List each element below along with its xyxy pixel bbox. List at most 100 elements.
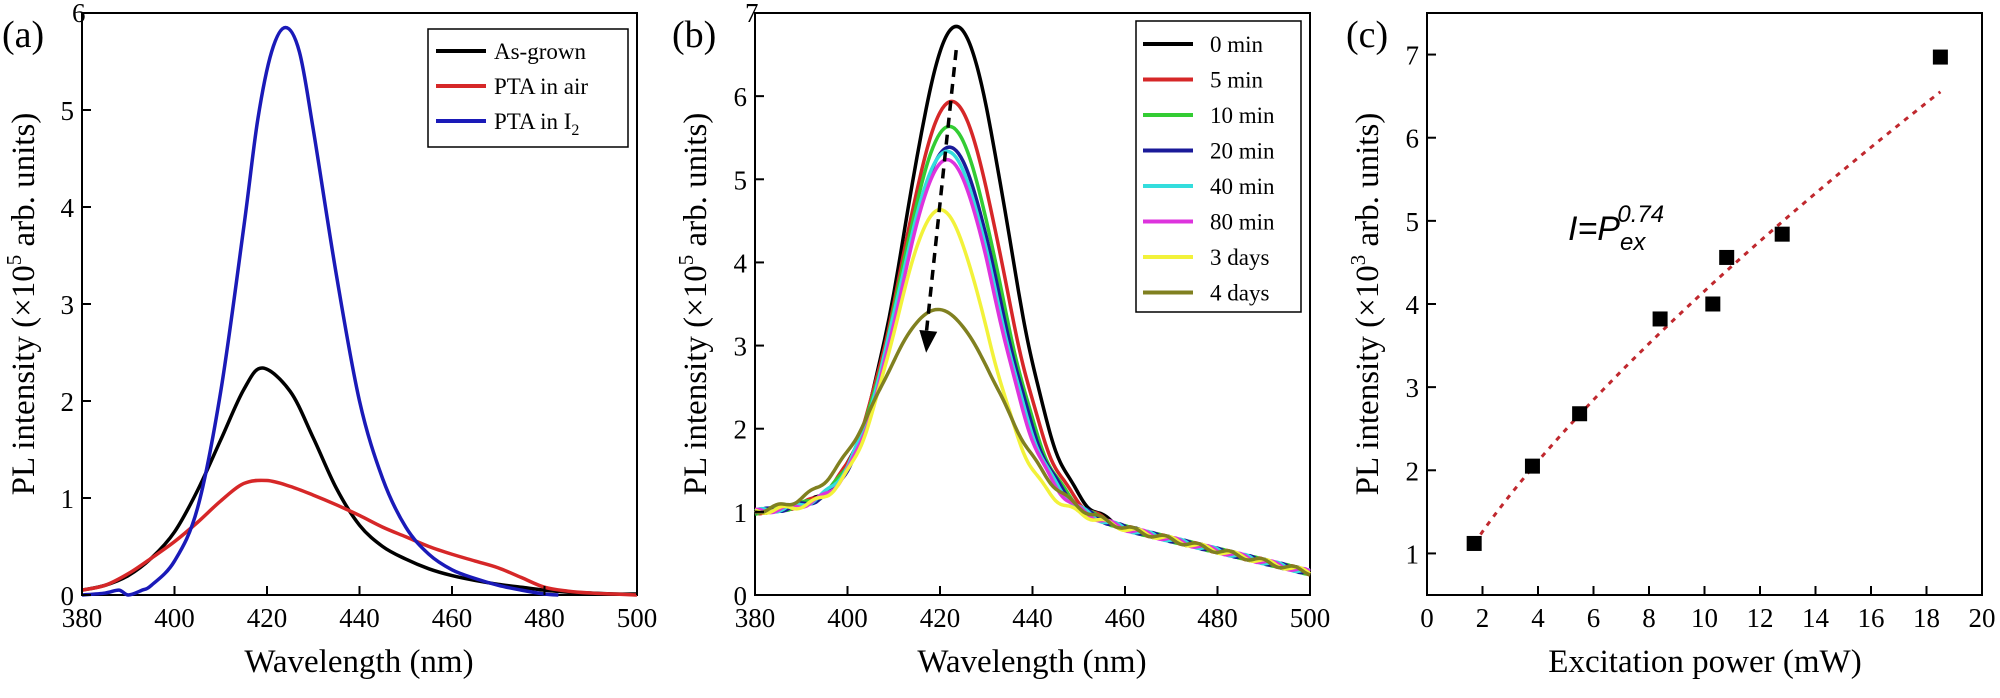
panel-a-y-label-suffix: arb. units) xyxy=(6,113,42,255)
panel-a-x-tick-label-460: 460 xyxy=(432,603,473,633)
panel-c-x-tick-label-10: 10 xyxy=(1691,603,1718,633)
panel-b-trend-arrow xyxy=(919,49,958,353)
panel-c-y-label-exponent: 3 xyxy=(1346,255,1370,266)
panel-b-y-label-prefix: PL intensity (×10 xyxy=(678,265,714,495)
panel-a-y-tick-label-4: 4 xyxy=(61,193,75,223)
data-point-3 xyxy=(1652,311,1668,327)
legend-label-80-min: 80 min xyxy=(1210,210,1275,235)
panel-b: 380 400 420 440 460 480 500 0 1 2 3 4 5 6 7 (b) Wavele… xyxy=(672,0,1330,680)
power-law-fit-line xyxy=(1472,90,1942,545)
legend-label-pta-i2: PTA in I2 xyxy=(494,109,579,139)
panel-b-y-tick-label-4: 4 xyxy=(734,248,748,278)
legend-label-40-min: 40 min xyxy=(1210,174,1275,199)
panel-a: 380 400 420 440 460 480 500 0 1 2 3 4 5 6 (a) Wavelen… xyxy=(2,0,657,680)
data-point-6 xyxy=(1774,226,1790,242)
panel-a-x-tick-label-480: 480 xyxy=(524,603,565,633)
panel-b-y-label-suffix: arb. units) xyxy=(678,113,714,255)
panel-a-y-tick-label-2: 2 xyxy=(61,387,75,417)
panel-b-y-tick-label-6: 6 xyxy=(734,82,748,112)
panel-c-y-tick-label-3: 3 xyxy=(1406,373,1420,403)
data-point-1 xyxy=(1524,458,1540,474)
panel-c-x-tick-label-0: 0 xyxy=(1420,603,1434,633)
panel-a-legend: As-grown PTA in air PTA in I2 xyxy=(427,28,629,148)
panel-a-ticks: 380 400 420 440 460 480 500 0 1 2 3 4 5 6 xyxy=(61,0,658,633)
panel-b-x-tick-label-440: 440 xyxy=(1012,603,1053,633)
panel-b-legend-box xyxy=(1135,20,1302,313)
panel-a-y-tick-label-0: 0 xyxy=(61,581,75,611)
panel-b-x-tick-label-480: 480 xyxy=(1197,603,1238,633)
legend-label-20-min: 20 min xyxy=(1210,139,1275,164)
power-law-main: I=P xyxy=(1568,210,1620,248)
panel-a-y-tick-label-6: 6 xyxy=(72,0,86,28)
panel-c-y-axis-label: PL intensity (×103 arb. units) xyxy=(1346,113,1386,496)
panel-c-y-tick-label-5: 5 xyxy=(1406,207,1420,237)
panel-b-ticks: 380 400 420 440 460 480 500 0 1 2 3 4 5 6 7 xyxy=(734,0,1331,633)
data-point-4 xyxy=(1705,296,1721,312)
trend-arrow-line xyxy=(924,49,958,335)
power-law-subscript: ex xyxy=(1620,229,1646,256)
panel-c-x-tick-label-16: 16 xyxy=(1858,603,1885,633)
panel-c-x-tick-label-20: 20 xyxy=(1969,603,1996,633)
panel-b-y-tick-label-1: 1 xyxy=(734,498,748,528)
panel-a-y-label-prefix: PL intensity (×10 xyxy=(6,265,42,495)
legend-label-pta-i2-main: PTA in I xyxy=(494,109,571,134)
panel-a-y-label-exponent: 5 xyxy=(2,255,26,266)
legend-label-5-min: 5 min xyxy=(1210,68,1264,93)
pta-in-air-curve xyxy=(81,478,638,597)
panel-a-x-tick-label-440: 440 xyxy=(339,603,380,633)
panel-a-label: (a) xyxy=(2,14,44,56)
panel-c-y-label-suffix: arb. units) xyxy=(1350,113,1386,255)
panel-c-x-tick-label-14: 14 xyxy=(1802,603,1830,633)
panel-b-legend: 0 min 5 min 10 min 20 min 40 min 80 min 3 days… xyxy=(1135,20,1302,313)
data-point-0 xyxy=(1466,535,1482,551)
panel-a-y-tick-label-1: 1 xyxy=(61,484,75,514)
legend-label-pta-air: PTA in air xyxy=(494,74,588,99)
trend-arrow-head xyxy=(919,330,938,353)
panel-b-x-tick-label-400: 400 xyxy=(827,603,868,633)
panel-c-x-axis-label: Excitation power (mW) xyxy=(1548,644,1861,680)
curve-4-days xyxy=(754,307,1311,577)
data-point-5 xyxy=(1719,249,1735,265)
panel-b-y-tick-label-2: 2 xyxy=(734,415,748,445)
panel-a-x-tick-label-380: 380 xyxy=(62,603,103,633)
panel-b-x-tick-label-500: 500 xyxy=(1290,603,1331,633)
panel-c-y-tick-label-2: 2 xyxy=(1406,456,1420,486)
panel-b-y-tick-label-3: 3 xyxy=(734,332,748,362)
panel-b-y-label-exponent: 5 xyxy=(674,255,698,266)
panel-c-x-tick-label-6: 6 xyxy=(1587,603,1601,633)
panel-c-y-tick-label-6: 6 xyxy=(1406,124,1420,154)
panel-c-x-tick-label-18: 18 xyxy=(1913,603,1940,633)
legend-label-pta-i2-subscript: 2 xyxy=(571,122,579,139)
panel-c-x-tick-label-2: 2 xyxy=(1476,603,1490,633)
panel-c-label: (c) xyxy=(1346,14,1388,56)
panel-c-y-tick-label-7: 7 xyxy=(1406,41,1420,71)
legend-label-0-min: 0 min xyxy=(1210,32,1264,57)
panel-a-x-tick-label-500: 500 xyxy=(617,603,658,633)
pta-in-i2-curve xyxy=(81,25,559,597)
panel-b-y-tick-label-7: 7 xyxy=(745,0,759,28)
panel-b-y-axis-label: PL intensity (×105 arb. units) xyxy=(674,113,714,496)
panel-b-x-tick-label-380: 380 xyxy=(735,603,776,633)
power-law-exponent: 0.74 xyxy=(1617,201,1664,228)
data-point-2 xyxy=(1572,406,1588,422)
panel-a-x-tick-label-400: 400 xyxy=(154,603,195,633)
panel-b-y-tick-label-0: 0 xyxy=(734,581,748,611)
panel-b-label: (b) xyxy=(672,14,716,56)
panel-b-x-tick-label-460: 460 xyxy=(1105,603,1146,633)
panel-b-x-axis-label: Wavelength (nm) xyxy=(917,644,1146,680)
power-law-annotation: I=Pex0.74 xyxy=(1568,201,1664,256)
panel-c-y-tick-label-4: 4 xyxy=(1406,290,1420,320)
panel-c-x-tick-label-8: 8 xyxy=(1642,603,1656,633)
panel-c-frame xyxy=(1426,12,1983,596)
panel-a-y-axis-label: PL intensity (×105 arb. units) xyxy=(2,113,42,496)
panel-b-x-tick-label-420: 420 xyxy=(920,603,961,633)
panel-a-y-tick-label-3: 3 xyxy=(61,290,75,320)
panel-a-x-tick-label-420: 420 xyxy=(247,603,288,633)
panel-a-x-axis-label: Wavelength (nm) xyxy=(244,644,473,680)
legend-label-4-days: 4 days xyxy=(1210,281,1269,306)
panel-b-y-tick-label-5: 5 xyxy=(734,165,748,195)
panel-c-data-points xyxy=(1466,49,1948,551)
